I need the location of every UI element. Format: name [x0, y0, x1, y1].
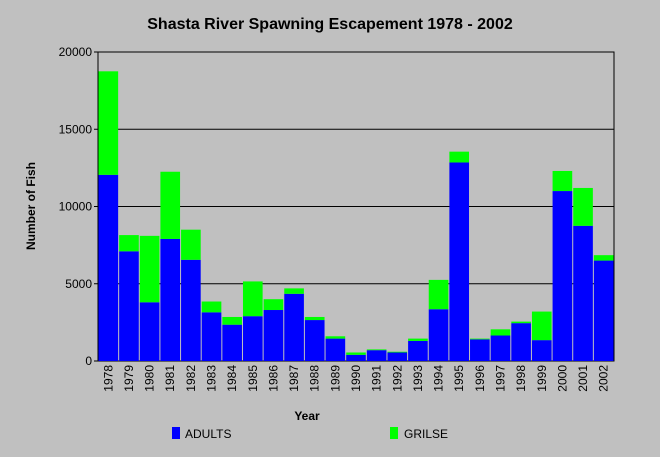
bar-adults-1982 [181, 259, 201, 361]
legend-label-adults: ADULTS [185, 427, 231, 441]
x-tick-label: 1999 [535, 365, 549, 392]
x-tick-label: 1990 [349, 365, 363, 392]
x-tick-label: 1989 [328, 365, 342, 392]
x-axis-label: Year [294, 409, 320, 423]
bar-grilse-2000 [552, 170, 573, 192]
bar-grilse-1993 [408, 338, 428, 341]
bar-adults-1996 [470, 339, 490, 361]
y-tick-label: 10000 [59, 200, 93, 214]
x-tick-label: 1997 [493, 365, 507, 392]
x-tick-label: 2000 [555, 365, 569, 392]
x-axis: 1978 1979 1980 1981 1982 1983 1984 1985 1986 1987… [101, 365, 610, 392]
x-tick-label: 1991 [370, 365, 384, 392]
bar-grilse-2002 [593, 255, 614, 261]
y-axis-label: Number of Fish [24, 162, 38, 250]
bar-adults-2000 [552, 191, 573, 361]
x-tick-label: 1993 [411, 365, 425, 392]
x-tick-label: 1988 [308, 365, 322, 392]
bar-grilse-1985 [242, 281, 263, 317]
bar-grilse-1979 [119, 235, 139, 252]
x-tick-label: 1994 [432, 365, 446, 392]
bar-adults-1988 [304, 320, 325, 361]
x-tick-label: 1984 [225, 365, 239, 392]
bar-grilse-1999 [531, 311, 552, 341]
legend-swatch-grilse [390, 427, 398, 439]
bar-grilse-1987 [284, 288, 304, 294]
bar-grilse-1989 [325, 336, 346, 339]
bar-adults-1995 [449, 162, 470, 361]
x-tick-label: 1998 [514, 365, 528, 392]
legend-swatch-adults [172, 427, 180, 439]
bar-adults-1989 [325, 338, 346, 361]
bar-grilse-1988 [304, 316, 325, 321]
bar-grilse-1986 [263, 299, 284, 311]
bar-adults-1990 [346, 354, 366, 361]
bar-grilse-1981 [160, 171, 181, 239]
bar-grilse-2001 [573, 187, 593, 226]
bars [98, 71, 614, 361]
x-tick-label: 1985 [246, 365, 260, 392]
x-tick-label: 1992 [390, 365, 404, 392]
bar-grilse-1980 [139, 235, 160, 303]
legend-label-grilse: GRILSE [404, 427, 448, 441]
bar-grilse-1994 [428, 279, 449, 310]
bar-adults-1981 [160, 238, 181, 361]
bar-adults-1998 [511, 323, 531, 361]
x-tick-label: 2002 [597, 365, 611, 392]
bar-grilse-1984 [222, 316, 242, 325]
bar-adults-1979 [119, 251, 139, 361]
bar-adults-1983 [201, 312, 222, 361]
x-tick-label: 1995 [452, 365, 466, 392]
bar-adults-1987 [284, 293, 304, 361]
bar-grilse-1982 [181, 229, 201, 260]
x-tick-label: 1981 [163, 365, 177, 392]
bar-adults-1992 [387, 352, 408, 361]
bar-adults-1984 [222, 324, 242, 361]
y-tick-label: 5000 [65, 277, 92, 291]
x-tick-label: 1978 [101, 365, 115, 392]
bar-grilse-1996 [470, 338, 490, 340]
x-tick-label: 1979 [122, 365, 136, 392]
bar-adults-1985 [242, 316, 263, 361]
bar-grilse-1998 [511, 321, 531, 324]
bar-adults-2001 [573, 225, 593, 361]
bar-grilse-1978 [98, 71, 119, 175]
chart-title: Shasta River Spawning Escapement 1978 - … [147, 16, 513, 33]
bar-adults-1999 [531, 340, 552, 361]
bar-adults-1997 [490, 335, 511, 361]
x-tick-label: 2001 [576, 365, 590, 392]
bar-adults-1978 [98, 174, 119, 361]
x-tick-label: 1987 [287, 365, 301, 392]
bar-adults-2002 [593, 260, 614, 361]
x-tick-label: 1983 [205, 365, 219, 392]
bar-adults-1993 [408, 340, 428, 361]
legend: ADULTS GRILSE [172, 427, 448, 441]
y-tick-label: 15000 [59, 122, 93, 136]
bar-grilse-1992 [387, 351, 408, 353]
bar-adults-1994 [428, 309, 449, 361]
bar-adults-1991 [366, 350, 387, 361]
x-tick-label: 1986 [266, 365, 280, 392]
bar-grilse-1991 [366, 349, 387, 351]
y-tick-label: 20000 [59, 45, 93, 59]
bar-adults-1980 [139, 302, 160, 361]
bar-grilse-1995 [449, 151, 470, 163]
bar-grilse-1990 [346, 352, 366, 355]
bar-grilse-1983 [201, 301, 222, 313]
x-tick-label: 1996 [473, 365, 487, 392]
x-tick-label: 1982 [184, 365, 198, 392]
y-axis: 0 5000 10000 15000 20000 [59, 45, 98, 368]
bar-adults-1986 [263, 310, 284, 361]
x-tick-label: 1980 [143, 365, 157, 392]
y-tick-label: 0 [85, 354, 92, 368]
bar-grilse-1997 [490, 329, 511, 336]
